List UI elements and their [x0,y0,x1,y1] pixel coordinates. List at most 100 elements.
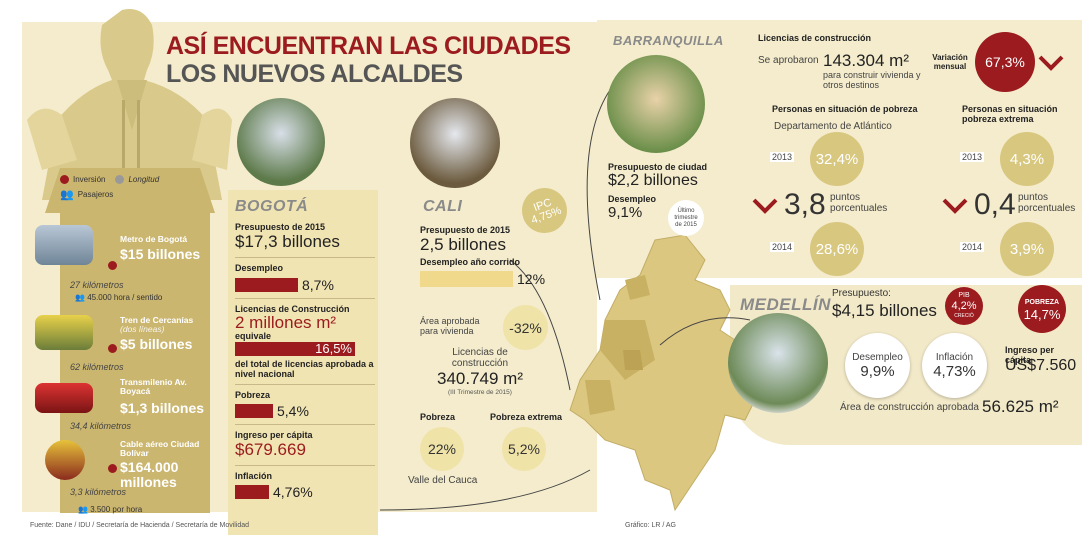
page-title: ASÍ ENCUENTRAN LAS CIUDADES [166,32,571,60]
bogota-photo [237,98,325,186]
metro-pasajeros: 👥 45.000 hora / sentido [75,293,162,302]
tren-dot-icon [108,344,117,353]
tren-km: 62 kilómetros [70,362,124,372]
chevron-down-icon [942,198,968,214]
longitud-dot-icon [115,175,125,184]
medellin-pib-badge: PIB 4,2% CRECIÓ [945,287,983,325]
medellin-pobreza-label: POBREZA [1024,299,1060,306]
metro-value: $15 billones [120,246,201,262]
barranquilla-photo [607,55,705,153]
podium-top [45,168,215,213]
cali-region: Valle del Cauca [408,475,478,486]
barranquilla-presupuesto-label: Presupuesto de ciudad [608,162,708,172]
barranquilla-ext-diff: 0,4 [974,188,1016,221]
medellin-inflacion-label: Inflación [935,351,974,363]
cali-desempleo-bar [420,271,513,287]
cable-value: $164.000 millones [120,459,179,490]
cable-image [45,440,85,480]
chevron-down-icon [752,198,778,214]
barranquilla-desempleo: 9,1% [608,204,643,221]
medellin-inflacion-circle: Inflación 4,73% [922,333,987,398]
tren-value: $5 billones [120,336,193,352]
medellin-area-label: Área de construcción aprobada [840,402,979,413]
transmilenio-km: 34,4 kilómetros [70,421,132,431]
cali-desempleo-label: Desempleo año corrido [420,257,521,267]
transit-metro [35,225,93,265]
cali-pobreza-ext-label: Pobreza extrema [490,412,563,422]
tren-image [35,315,93,350]
chevron-down-icon [1038,55,1064,71]
tren-note: (dos líneas) [120,324,165,334]
barranquilla-pobreza-ext-label: Personas en situación pobreza extrema [962,104,1058,124]
source-note: Fuente: Dane / IDU / Secretaría de Hacie… [30,522,250,529]
people-icon: 👥 [60,189,74,201]
bogota-desempleo-bar [235,278,298,292]
transmilenio-value: $1,3 billones [120,400,205,416]
cable-name: Cable aéreo Ciudad Bolívar [120,439,200,458]
barranquilla-stats: Presupuesto de ciudad $2,2 billones Dese… [608,162,718,221]
cali-licencias-label: Licencias de construcción [451,347,509,369]
medellin-pobreza: 14,7% [1023,307,1061,322]
medellin-area: 56.625 m² [982,397,1059,416]
cable-pasajeros-text: 3.500 por hora [90,505,143,514]
barranquilla-pob-2014-year: 2014 [770,242,795,252]
bogota-name: BOGOTÁ [235,198,309,215]
bogota-pct-note: del total de licencias aprobada a nivel … [235,359,374,379]
barranquilla-ext-2013: 4,3% [1009,150,1045,168]
medellin-desempleo-label: Desempleo [852,351,903,363]
cable-pasajeros: 👥 3.500 por hora [78,505,142,514]
cali-area-circle: -32% [503,305,548,350]
bogota-pobreza: 5,4% [277,403,309,419]
cali-pobreza-circle: 22% [420,427,464,471]
medellin-desempleo-circle: Desempleo 9,9% [845,333,910,398]
barranquilla-variacion: 67,3% [985,54,1025,70]
bogota-inflacion-bar [235,485,269,499]
cali-photo [410,98,500,188]
transmilenio-info: Transmilenio Av. Boyacá $1,3 billones [120,377,215,417]
tren-name: Tren de Cercanías [120,315,194,325]
barranquilla-ext-2013-year: 2013 [960,152,985,162]
cali-name: CALI [423,198,463,215]
metro-image [35,225,93,265]
cable-info: Cable aéreo Ciudad Bolívar $164.000 mill… [108,439,215,490]
credit-note: Gráfico: LR / AG [625,522,676,529]
bogota-inflacion-label: Inflación [235,471,273,481]
transmilenio-name: Transmilenio Av. Boyacá [120,377,187,396]
medellin-name: MEDELLÍN [740,295,831,314]
barranquilla-pob-2013-circle: 32,4% [810,132,864,186]
medellin-presupuesto-label: Presupuesto: [832,288,891,299]
colombia-map [569,234,761,512]
bogota-presupuesto: $17,3 billones [235,232,340,251]
barranquilla-pob-diff: 3,8 [784,188,826,221]
legend-longitud: Longitud [128,175,160,184]
medellin-presupuesto: $4,15 billones [832,301,937,320]
barranquilla-ext-2014: 3,9% [1009,240,1045,258]
medellin-desempleo: 9,9% [860,362,895,380]
barranquilla-licencias-label: Licencias de construcción [758,33,872,43]
barranquilla-ext-diff-unit: puntos porcentuales [1018,192,1076,214]
bogota-pobreza-bar [235,404,273,418]
bogota-stats: Presupuesto de 2015 $17,3 billones Desem… [235,222,375,500]
tren-info: Tren de Cercanías (dos líneas) $5 billon… [108,315,215,353]
cali-desempleo: 12% [517,271,546,287]
bogota-ingreso-label: Ingreso per cápita [235,430,313,440]
metro-pasajeros-text: 45.000 hora / sentido [87,293,163,302]
bogota-inflacion: 4,76% [273,484,313,500]
cali-pobreza-ext-circle: 5,2% [502,427,546,471]
barranquilla-variacion-circle: 67,3% [975,32,1035,92]
barranquilla-pob-diff-unit: puntos porcentuales [830,192,888,214]
page-subtitle: LOS NUEVOS ALCALDES [166,60,463,88]
metro-info: Metro de Bogotá $15 billones [108,235,215,270]
cali-licencias-note: (III Trimestre de 2015) [448,389,512,396]
barranquilla-pobreza-label: Personas en situación de pobreza [772,104,918,114]
medellin-photo [728,313,828,413]
bogota-licencias: 2 millones m² [235,313,337,332]
barranquilla-variacion-label: Variación mensual [932,53,968,71]
barranquilla-licencias: 143.304 m² [823,51,909,70]
metro-km: 27 kilómetros [70,280,124,290]
barranquilla-pob-2013-year: 2013 [770,152,795,162]
metro-people-icon: 👥 [75,293,88,302]
barranquilla-ext-2014-year: 2014 [960,242,985,252]
medellin-pib-note: CRECIÓ [954,313,974,319]
inversion-dot-icon [60,175,69,184]
